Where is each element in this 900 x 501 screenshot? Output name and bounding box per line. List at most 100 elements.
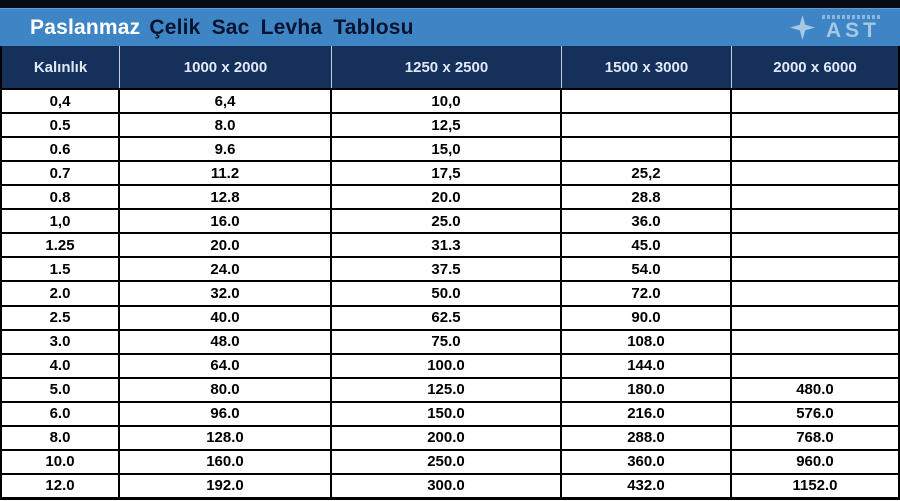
weight-cell: 960.0 (732, 450, 898, 473)
weight-cell: 50.0 (332, 282, 560, 305)
thickness-cell: 3.0 (2, 330, 118, 353)
title-bar: Paslanmaz Çelik Sac Levha Tablosu AST (0, 8, 900, 46)
weight-cell: 150.0 (332, 402, 560, 425)
title-part-1: Paslanmaz (30, 15, 141, 39)
weight-cell: 64.0 (120, 354, 330, 377)
weight-cell (732, 186, 898, 209)
weight-cell: 125.0 (332, 378, 560, 401)
weight-cell: 96.0 (120, 402, 330, 425)
thickness-cell: 0,4 (2, 90, 118, 113)
weight-cell (562, 114, 730, 137)
table-body: 0,4 6,4 10,0 0.5 8.0 12,5 0.6 9.6 15,0 0.7 11.2 17,… (2, 90, 898, 497)
weight-cell (732, 282, 898, 305)
thickness-cell: 12.0 (2, 474, 118, 497)
weight-cell: 25.0 (332, 210, 560, 233)
weight-cell: 62.5 (332, 306, 560, 329)
thickness-cell: 2.0 (2, 282, 118, 305)
thickness-cell: 0.6 (2, 138, 118, 161)
thickness-cell: 5.0 (2, 378, 118, 401)
weight-cell: 12,5 (332, 114, 560, 137)
weight-cell (732, 258, 898, 281)
weight-cell: 31.3 (332, 234, 560, 257)
weight-cell: 9.6 (120, 138, 330, 161)
column-header-0: Kalınlık (2, 46, 120, 88)
ast-logo: AST (790, 9, 880, 46)
title-part-2: Çelik Sac Levha Tablosu (149, 15, 414, 39)
weight-cell: 432.0 (562, 474, 730, 497)
weight-cell: 100.0 (332, 354, 560, 377)
weight-cell: 144.0 (562, 354, 730, 377)
weight-cell: 6,4 (120, 90, 330, 113)
weight-cell: 48.0 (120, 330, 330, 353)
column-header-1: 1000 x 2000 (120, 46, 332, 88)
top-border-strip (0, 0, 900, 8)
weight-cell: 36.0 (562, 210, 730, 233)
weight-cell (732, 330, 898, 353)
weight-cell: 16.0 (120, 210, 330, 233)
weight-cell: 160.0 (120, 450, 330, 473)
weight-cell: 300.0 (332, 474, 560, 497)
thickness-cell: 0.8 (2, 186, 118, 209)
weight-cell: 25,2 (562, 162, 730, 185)
weight-cell (732, 306, 898, 329)
weight-cell: 8.0 (120, 114, 330, 137)
weight-cell: 45.0 (562, 234, 730, 257)
thickness-cell: 1.25 (2, 234, 118, 257)
weight-cell: 40.0 (120, 306, 330, 329)
weight-cell: 288.0 (562, 426, 730, 449)
weight-cell: 360.0 (562, 450, 730, 473)
thickness-cell: 1,0 (2, 210, 118, 233)
weight-cell: 20.0 (120, 234, 330, 257)
weight-cell: 28.8 (562, 186, 730, 209)
weight-cell: 54.0 (562, 258, 730, 281)
weight-cell: 1152.0 (732, 474, 898, 497)
weight-cell: 216.0 (562, 402, 730, 425)
four-point-star-icon (790, 15, 815, 40)
weight-cell: 250.0 (332, 450, 560, 473)
table-body-border: 0,4 6,4 10,0 0.5 8.0 12,5 0.6 9.6 15,0 0.7 11.2 17,… (0, 88, 900, 500)
weight-cell: 37.5 (332, 258, 560, 281)
weight-cell: 32.0 (120, 282, 330, 305)
thickness-cell: 2.5 (2, 306, 118, 329)
weight-cell: 90.0 (562, 306, 730, 329)
weight-cell (732, 210, 898, 233)
weight-cell (732, 114, 898, 137)
thickness-cell: 8.0 (2, 426, 118, 449)
weight-cell (732, 138, 898, 161)
weight-cell (732, 354, 898, 377)
weight-cell: 128.0 (120, 426, 330, 449)
weight-cell: 80.0 (120, 378, 330, 401)
weight-cell: 75.0 (332, 330, 560, 353)
thickness-cell: 10.0 (2, 450, 118, 473)
thickness-cell: 0.5 (2, 114, 118, 137)
weight-cell (562, 138, 730, 161)
weight-cell: 24.0 (120, 258, 330, 281)
weight-cell: 768.0 (732, 426, 898, 449)
logo-tagline-marks (822, 14, 880, 19)
weight-cell: 200.0 (332, 426, 560, 449)
weight-cell (732, 162, 898, 185)
weight-cell (732, 234, 898, 257)
weight-cell (732, 90, 898, 113)
weight-cell (562, 90, 730, 113)
weight-cell: 12.8 (120, 186, 330, 209)
weight-cell: 192.0 (120, 474, 330, 497)
page-title: Paslanmaz Çelik Sac Levha Tablosu (30, 16, 414, 40)
table-header-row: Kalınlık 1000 x 2000 1250 x 2500 1500 x 300… (0, 46, 900, 88)
thickness-cell: 1.5 (2, 258, 118, 281)
weight-cell: 10,0 (332, 90, 560, 113)
weight-cell: 11.2 (120, 162, 330, 185)
weight-cell: 576.0 (732, 402, 898, 425)
weight-cell: 20.0 (332, 186, 560, 209)
thickness-cell: 0.7 (2, 162, 118, 185)
column-header-4: 2000 x 6000 (773, 58, 857, 76)
weight-cell: 180.0 (562, 378, 730, 401)
logo-text: AST (826, 18, 880, 42)
weight-cell: 480.0 (732, 378, 898, 401)
weight-cell: 17,5 (332, 162, 560, 185)
column-header-2: 1250 x 2500 (332, 46, 562, 88)
weight-cell: 108.0 (562, 330, 730, 353)
column-header-3: 1500 x 3000 (562, 46, 732, 88)
weight-cell: 72.0 (562, 282, 730, 305)
